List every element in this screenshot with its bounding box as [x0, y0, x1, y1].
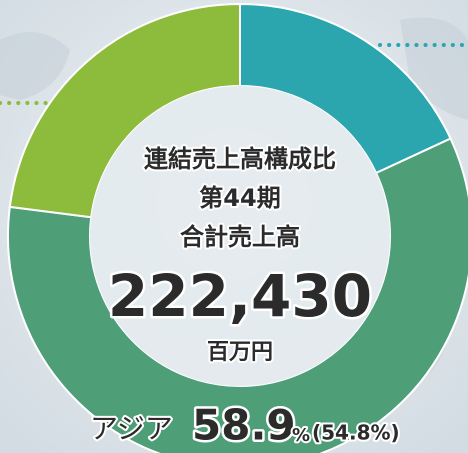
center-unit: 百万円: [207, 340, 273, 365]
segment-value-label: 58.9: [192, 401, 296, 450]
center-title: 連結売上高構成比: [144, 145, 336, 173]
segment-name: アジア: [90, 412, 173, 445]
center-period: 第44期: [199, 184, 280, 212]
donut-hole: [90, 86, 390, 386]
center-total: 222,430: [108, 262, 372, 330]
previous-value: (54.8%): [312, 421, 400, 445]
center-subtitle: 合計売上高: [180, 223, 300, 251]
unit-label: %: [292, 425, 310, 446]
